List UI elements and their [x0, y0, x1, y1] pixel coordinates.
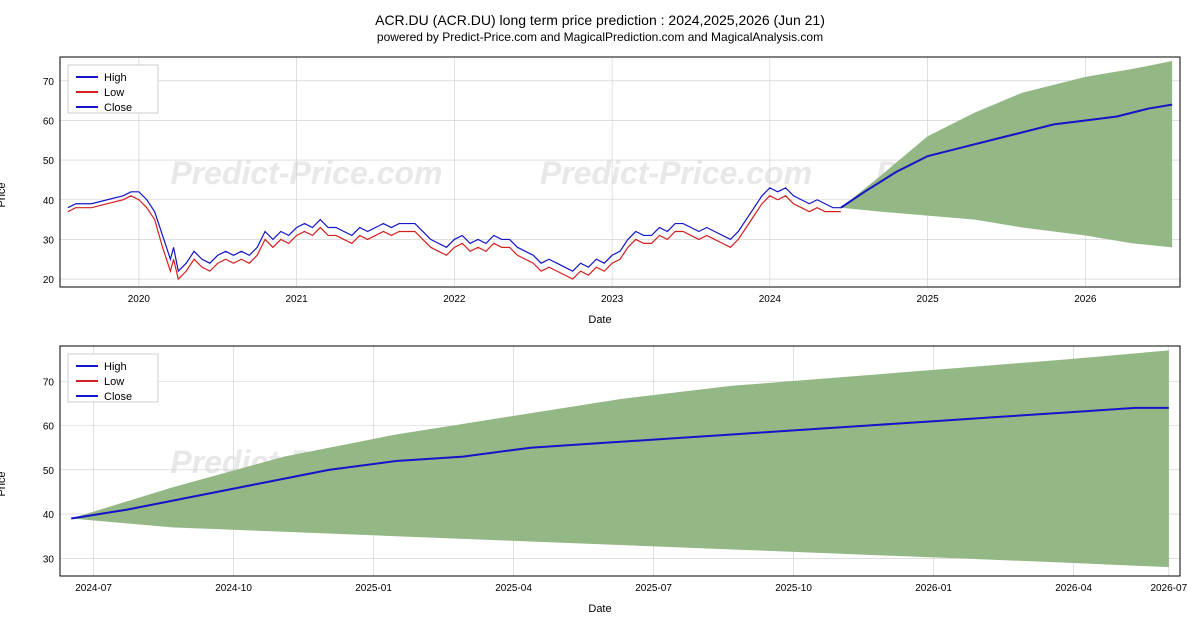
svg-text:2023: 2023	[601, 294, 624, 305]
svg-text:2024-07: 2024-07	[75, 583, 112, 594]
svg-text:70: 70	[43, 377, 55, 388]
svg-text:2025: 2025	[916, 294, 939, 305]
chart-subtitle: powered by Predict-Price.com and Magical…	[10, 30, 1190, 44]
svg-text:2026-01: 2026-01	[915, 583, 952, 594]
top-chart-svg: Predict-Price.comPredict-Price.comPredic…	[10, 52, 1190, 312]
svg-text:2026-07: 2026-07	[1150, 583, 1187, 594]
bottom-chart-wrapper: Price Predict-Price.comPredict-Price.com…	[10, 341, 1190, 615]
top-x-label: Date	[10, 314, 1190, 326]
svg-text:2025-04: 2025-04	[495, 583, 532, 594]
svg-text:2021: 2021	[285, 294, 308, 305]
svg-text:High: High	[104, 361, 127, 373]
svg-text:40: 40	[43, 510, 55, 521]
svg-text:2024-10: 2024-10	[215, 583, 252, 594]
svg-text:50: 50	[43, 156, 55, 167]
svg-text:70: 70	[43, 77, 55, 88]
svg-text:40: 40	[43, 196, 55, 207]
bottom-chart-svg: Predict-Price.comPredict-Price.comPredic…	[10, 341, 1190, 601]
svg-text:60: 60	[43, 116, 55, 127]
svg-text:30: 30	[43, 235, 55, 246]
svg-text:2026-04: 2026-04	[1055, 583, 1092, 594]
chart-container: ACR.DU (ACR.DU) long term price predicti…	[10, 12, 1190, 615]
svg-text:60: 60	[43, 422, 55, 433]
svg-text:2026: 2026	[1074, 294, 1097, 305]
svg-text:20: 20	[43, 275, 55, 286]
top-chart-wrapper: Price Predict-Price.comPredict-Price.com…	[10, 52, 1190, 326]
top-y-label: Price	[0, 182, 8, 207]
bottom-x-label: Date	[10, 603, 1190, 615]
svg-text:2020: 2020	[128, 294, 151, 305]
svg-text:2025-07: 2025-07	[635, 583, 672, 594]
svg-text:50: 50	[43, 466, 55, 477]
svg-text:Close: Close	[104, 391, 132, 403]
svg-text:2024: 2024	[759, 294, 782, 305]
svg-text:High: High	[104, 72, 127, 84]
svg-text:2022: 2022	[443, 294, 466, 305]
bottom-y-label: Price	[0, 471, 8, 496]
svg-text:Close: Close	[104, 102, 132, 114]
chart-title: ACR.DU (ACR.DU) long term price predicti…	[10, 12, 1190, 28]
svg-text:2025-01: 2025-01	[355, 583, 392, 594]
svg-text:Low: Low	[104, 376, 124, 388]
svg-text:Low: Low	[104, 87, 124, 99]
svg-text:30: 30	[43, 554, 55, 565]
svg-text:2025-10: 2025-10	[775, 583, 812, 594]
